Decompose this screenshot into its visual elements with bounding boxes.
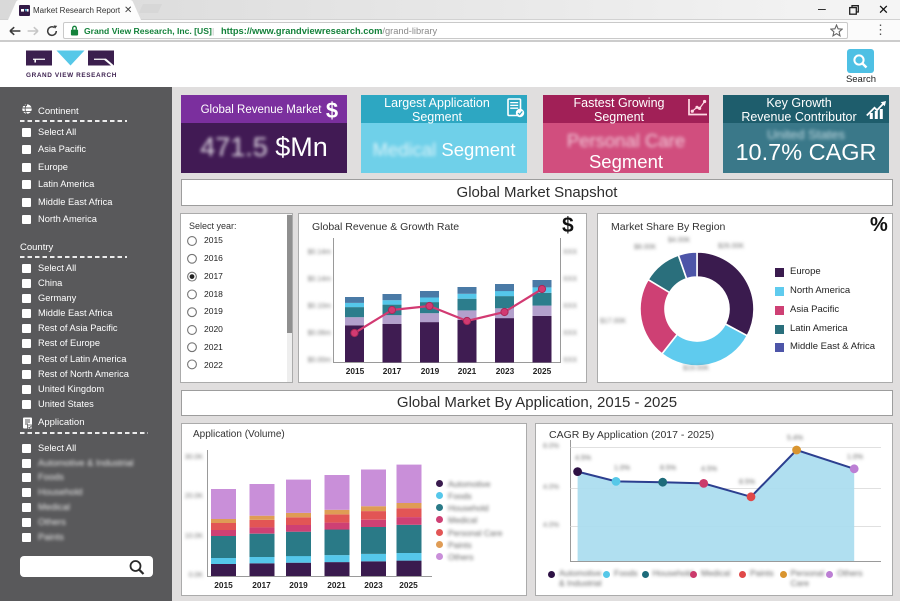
svg-text:GRAND VIEW RESEARCH: GRAND VIEW RESEARCH: [26, 72, 117, 78]
